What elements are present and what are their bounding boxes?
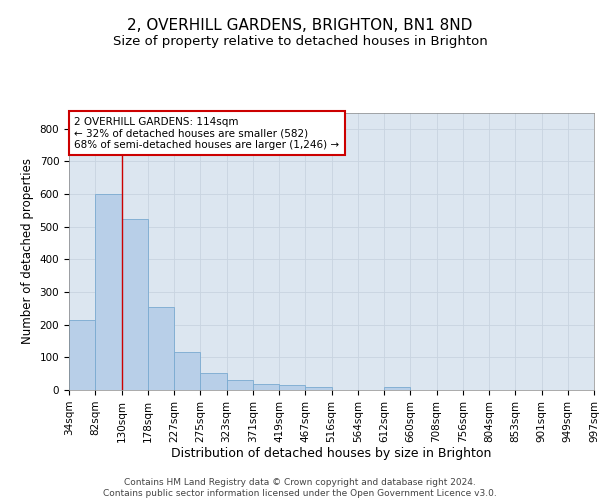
Bar (253, 384, 279, 390)
Bar (121, 218, 148, 390)
Bar (69, 320, 95, 390)
Y-axis label: Number of detached properties: Number of detached properties (21, 158, 34, 344)
Text: Contains HM Land Registry data © Crown copyright and database right 2024.
Contai: Contains HM Land Registry data © Crown c… (103, 478, 497, 498)
X-axis label: Distribution of detached houses by size in Brighton: Distribution of detached houses by size … (172, 448, 491, 460)
Text: 2 OVERHILL GARDENS: 114sqm
← 32% of detached houses are smaller (582)
68% of sem: 2 OVERHILL GARDENS: 114sqm ← 32% of deta… (74, 116, 340, 150)
Text: 2, OVERHILL GARDENS, BRIGHTON, BN1 8ND: 2, OVERHILL GARDENS, BRIGHTON, BN1 8ND (127, 18, 473, 32)
Bar (174, 352, 200, 390)
Bar (200, 373, 227, 390)
Bar (95, 194, 121, 390)
Bar (279, 385, 305, 390)
Bar (148, 306, 174, 390)
Bar (305, 386, 331, 390)
Bar (227, 380, 253, 390)
Text: Size of property relative to detached houses in Brighton: Size of property relative to detached ho… (113, 35, 487, 48)
Bar (384, 388, 410, 390)
